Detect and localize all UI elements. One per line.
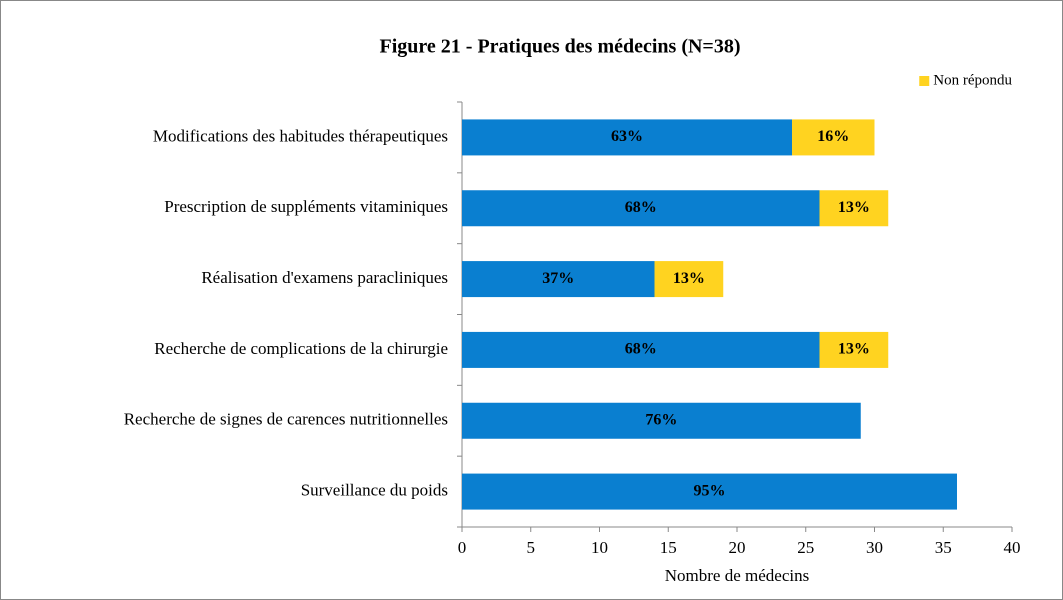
x-tick-label: 15 <box>660 538 677 557</box>
x-tick-label: 20 <box>729 538 746 557</box>
bar <box>462 402 861 439</box>
y-tick-label: Recherche de signes de carences nutritio… <box>124 410 448 429</box>
x-tick-label: 0 <box>458 538 467 557</box>
x-tick-label: 35 <box>935 538 952 557</box>
value-label: 68% <box>625 199 657 216</box>
bar <box>819 331 889 368</box>
bar <box>462 119 792 156</box>
legend-swatch <box>919 76 930 86</box>
x-tick-label: 25 <box>797 538 814 557</box>
bar <box>462 331 820 368</box>
bar <box>654 261 724 298</box>
legend-label: Non répondu <box>933 72 1012 88</box>
value-label: 68% <box>625 341 657 358</box>
x-tick-label: 30 <box>866 538 883 557</box>
x-tick-label: 40 <box>1004 538 1021 557</box>
x-tick-label: 5 <box>527 538 536 557</box>
value-label: 13% <box>838 341 870 358</box>
bar <box>462 261 655 298</box>
x-axis-label: Nombre de médecins <box>665 566 809 585</box>
value-label: 13% <box>673 270 705 287</box>
chart-title: Figure 21 - Pratiques des médecins (N=38… <box>380 36 741 58</box>
value-label: 76% <box>645 411 677 428</box>
y-tick-label: Prescription de suppléments vitaminiques <box>164 197 448 216</box>
y-tick-label: Recherche de complications de la chirurg… <box>154 339 448 358</box>
x-tick-label: 10 <box>591 538 608 557</box>
value-label: 63% <box>611 128 643 145</box>
value-label: 13% <box>838 199 870 216</box>
bar <box>462 190 820 227</box>
value-label: 95% <box>694 482 726 499</box>
value-label: 16% <box>817 128 849 145</box>
value-label: 37% <box>542 270 574 287</box>
bar <box>792 119 875 156</box>
y-tick-label: Surveillance du poids <box>301 480 448 499</box>
bar <box>819 190 889 227</box>
y-tick-label: Réalisation d'examens paracliniques <box>201 268 448 287</box>
y-tick-label: Modifications des habitudes thérapeutiqu… <box>153 126 448 145</box>
bar <box>462 473 957 510</box>
